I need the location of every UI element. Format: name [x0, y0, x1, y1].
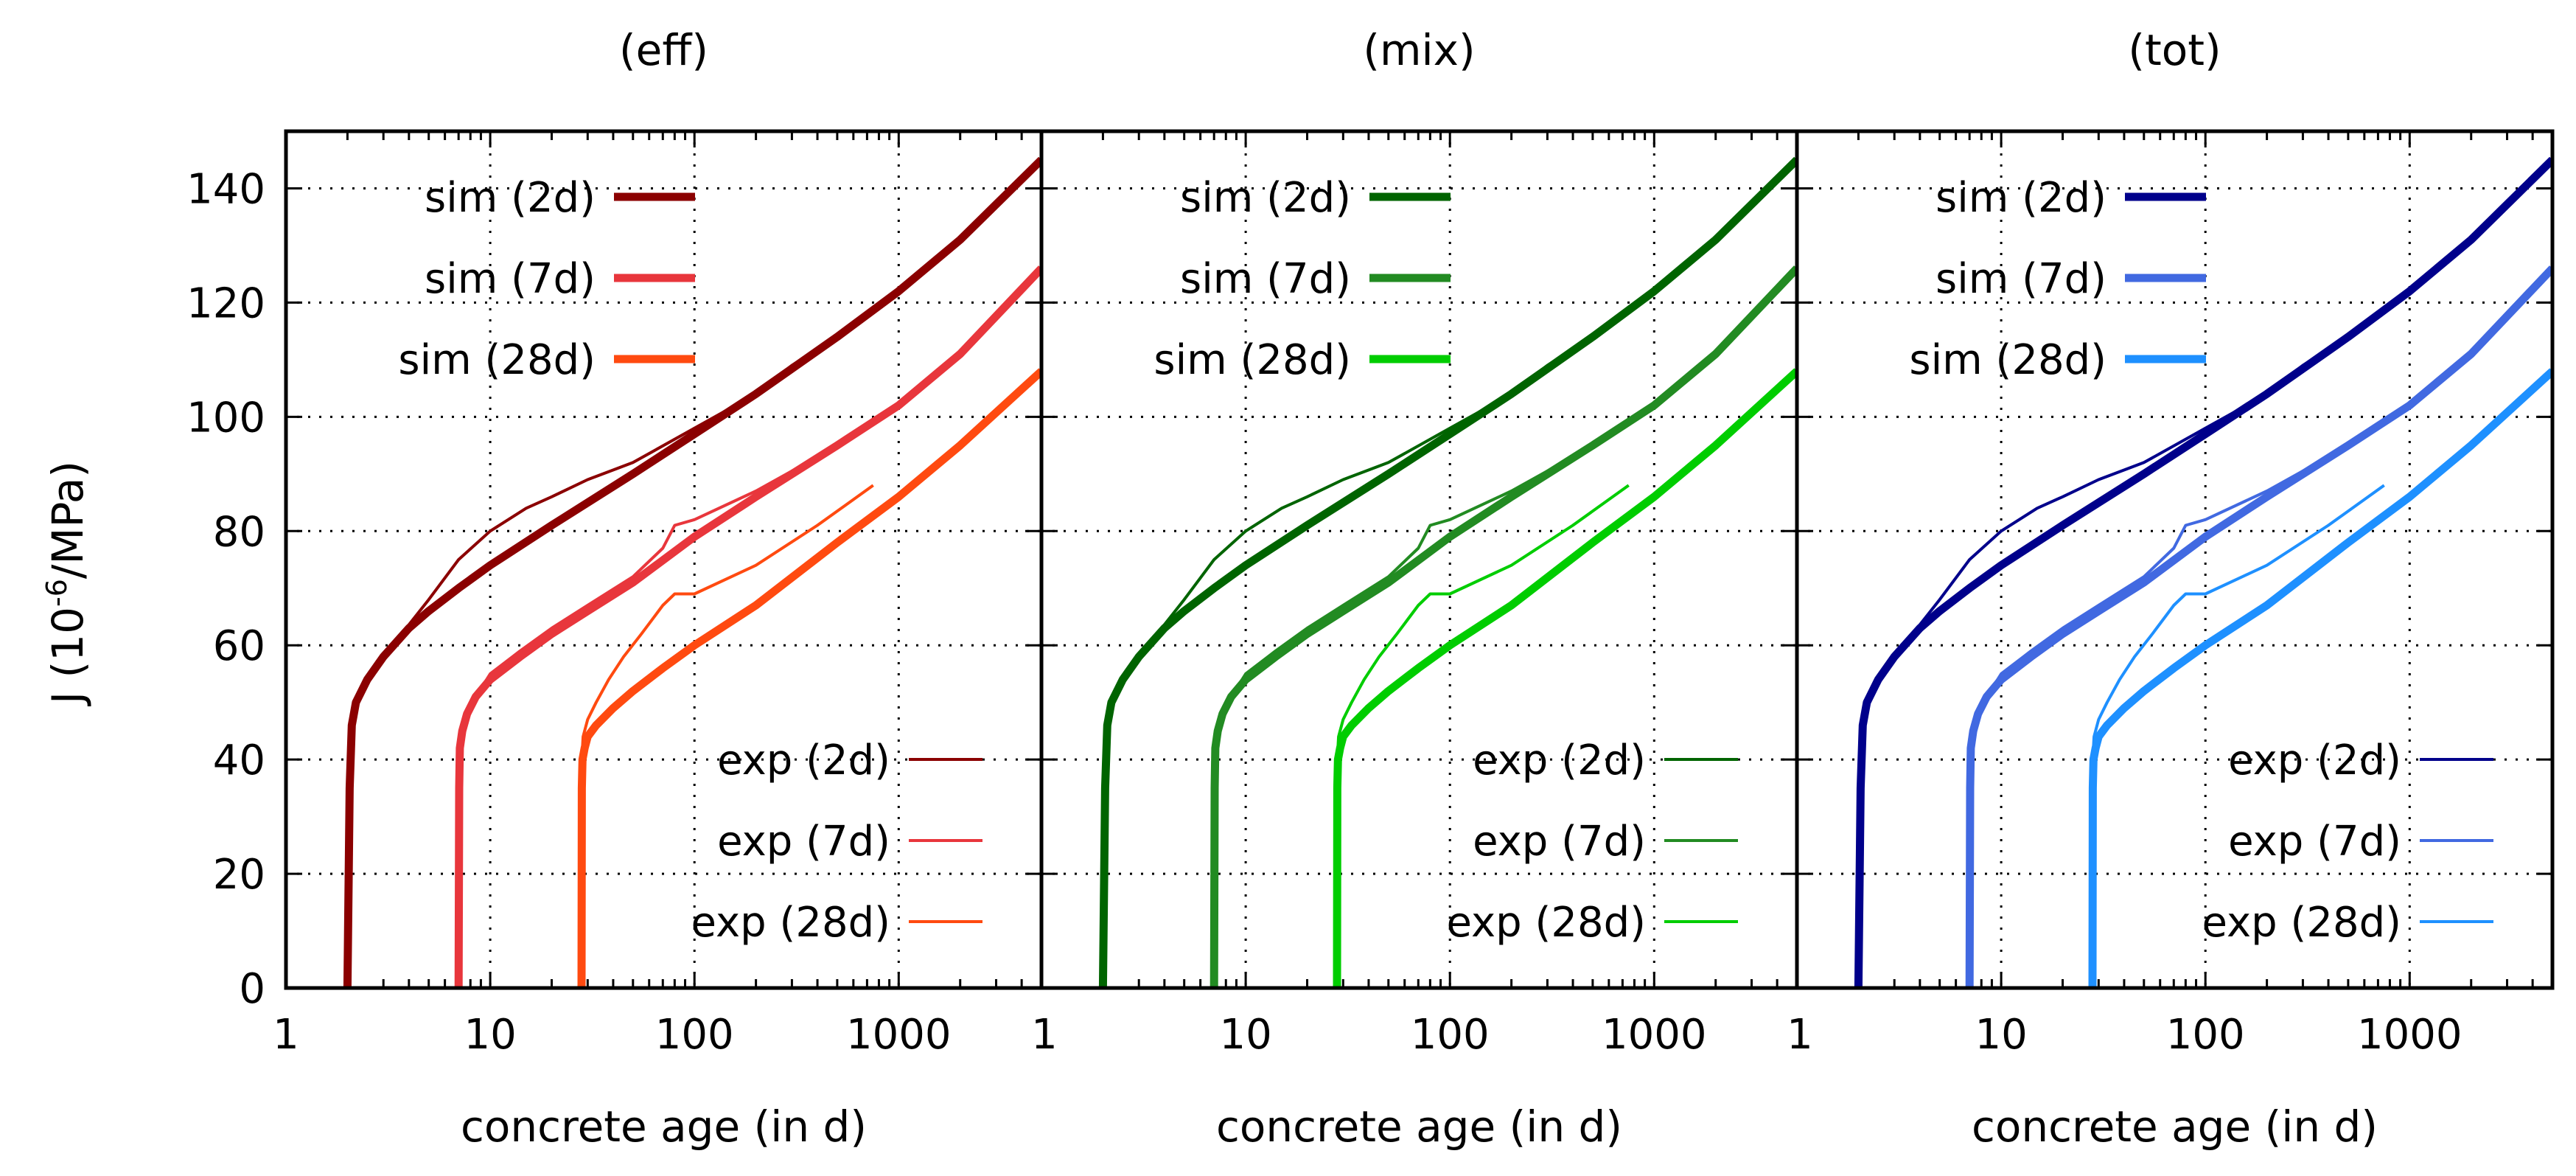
grid — [1041, 131, 1797, 988]
legend-label: sim (28d) — [1153, 336, 1351, 384]
legend-label: sim (28d) — [398, 336, 596, 384]
y-tick-label: 100 — [186, 394, 265, 442]
legend-label: sim (7d) — [1180, 255, 1351, 303]
x-tick-label: 1000 — [846, 1011, 952, 1059]
x-tick-label: 100 — [1411, 1011, 1490, 1059]
panels: 1 10 100 1000 0 20 40 60 80 100 120 140 (eff) concret… — [186, 25, 2555, 1152]
legend-label: exp (7d) — [717, 818, 890, 866]
x-tick-label: 10 — [464, 1011, 516, 1059]
grid — [286, 131, 1041, 988]
x-tick-label: 100 — [2166, 1011, 2245, 1059]
series-line-exp-exp-28d — [1336, 484, 1630, 988]
y-tick-label: 80 — [213, 508, 265, 556]
x-tick-label: 10 — [1219, 1011, 1271, 1059]
x-axis-label: concrete age (in d) — [461, 1102, 867, 1152]
legend-label: sim (28d) — [1909, 336, 2106, 384]
x-tick-label: 1000 — [1602, 1011, 1707, 1059]
x-tick-label: 100 — [655, 1011, 734, 1059]
y-axis-label-main: J (10 — [43, 607, 93, 706]
legend-label: sim (2d) — [1180, 174, 1351, 222]
legend-label: exp (28d) — [1447, 899, 1646, 947]
legend-label: exp (2d) — [2228, 737, 2401, 784]
x-tick-label: 1 — [1787, 1011, 1813, 1059]
series-line-exp-exp-7d — [1212, 427, 1624, 988]
legend-label: sim (7d) — [425, 255, 596, 303]
legend-label: exp (28d) — [2202, 899, 2401, 947]
y-tick-label: 60 — [213, 622, 265, 670]
series-group — [1854, 156, 2552, 988]
panel-frame — [1795, 129, 2555, 990]
series-line-exp-exp-28d — [2091, 484, 2385, 988]
chart-panel-2: 1 10 100 1000 (mix) concrete age (in d) sim (2… — [1031, 25, 1799, 1152]
y-tick-label: 140 — [186, 165, 265, 213]
panel-title: (eff) — [619, 25, 708, 75]
x-axis-label: concrete age (in d) — [1216, 1102, 1622, 1152]
series-line-exp-exp-2d — [346, 335, 838, 988]
series-line-exp-exp-28d — [580, 484, 874, 988]
svg-text:J (10-6/MPa): J (10-6/MPa) — [41, 461, 93, 706]
chart-panel-1: 1 10 100 1000 0 20 40 60 80 100 120 140 (eff) concret… — [186, 25, 1044, 1152]
legend-label: sim (2d) — [425, 174, 596, 222]
x-axis-label: concrete age (in d) — [1972, 1102, 2378, 1152]
y-tick-label: 120 — [186, 279, 265, 327]
legend-label: sim (7d) — [1936, 255, 2106, 303]
x-tick-label: 1000 — [2357, 1011, 2462, 1059]
series-group — [343, 156, 1041, 988]
legend-label: exp (28d) — [691, 899, 890, 947]
series-line-exp-exp-7d — [457, 427, 868, 988]
panel-title: (mix) — [1363, 25, 1475, 75]
chart-panel-3: 1 10 100 1000 (tot) concrete age (in d) sim (2… — [1787, 25, 2555, 1152]
y-axis-label-tail: /MPa) — [43, 461, 93, 579]
legend-label: exp (2d) — [717, 737, 890, 784]
legend-label: exp (7d) — [2228, 818, 2401, 866]
legend-label: exp (2d) — [1473, 737, 1646, 784]
grid — [1797, 131, 2552, 988]
legend-label: sim (2d) — [1936, 174, 2106, 222]
y-axis-label: J (10-6/MPa) — [41, 461, 93, 706]
legend-label: exp (7d) — [1473, 818, 1646, 866]
y-tick-label: 0 — [239, 965, 265, 1013]
series-line-exp-exp-7d — [1968, 427, 2379, 988]
y-axis-label-sup: -6 — [41, 579, 73, 607]
y-tick-label: 20 — [213, 851, 265, 899]
x-tick-label: 10 — [1975, 1011, 2027, 1059]
series-line-exp-exp-2d — [1857, 335, 2349, 988]
x-tick-label: 1 — [273, 1011, 299, 1059]
series-group — [1098, 156, 1797, 988]
x-tick-label: 1 — [1031, 1011, 1058, 1059]
panel-title: (tot) — [2128, 25, 2221, 75]
y-tick-label: 40 — [213, 737, 265, 784]
series-line-exp-exp-2d — [1101, 335, 1594, 988]
